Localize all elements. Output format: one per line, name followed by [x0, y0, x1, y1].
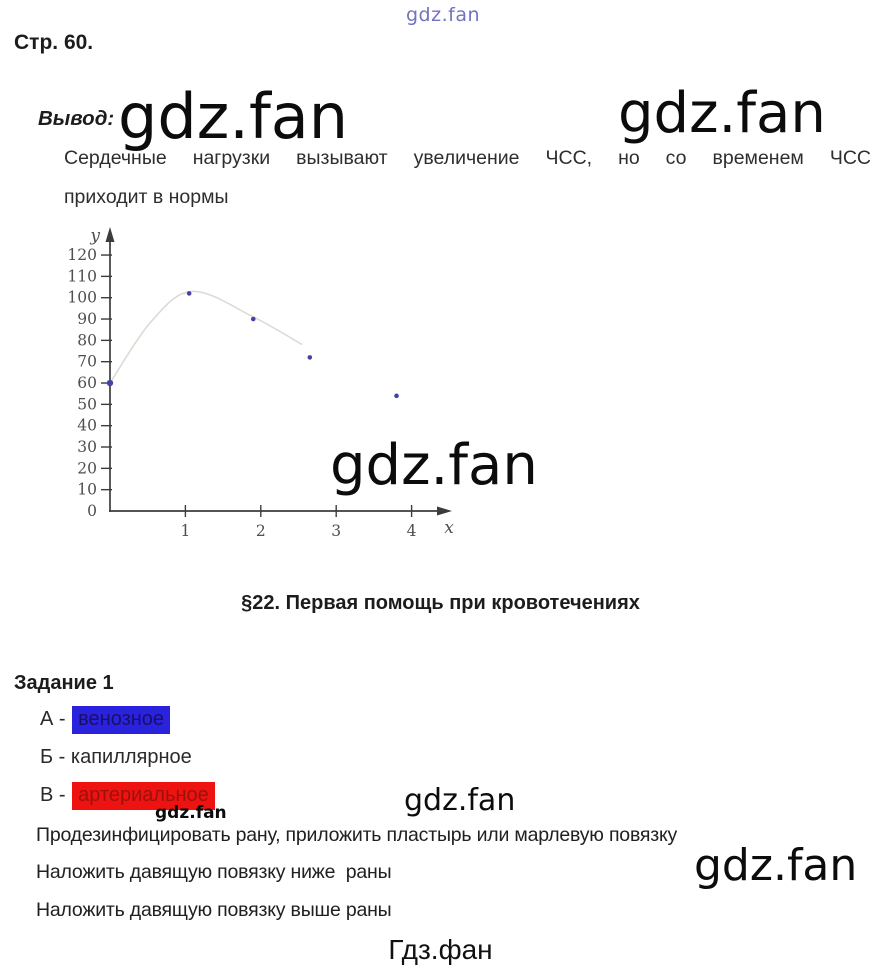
data-point — [394, 393, 399, 399]
y-tick-label: 100 — [67, 289, 97, 307]
answer-line-1: Продезинфицировать рану, приложить пласт… — [36, 824, 678, 846]
option-v: В - артериальное — [40, 782, 215, 810]
conclusion-line-1: Сердечные нагрузки вызывают увеличение Ч… — [64, 147, 871, 169]
data-point — [106, 379, 114, 387]
y-tick-label: 80 — [77, 331, 97, 349]
conclusion-label: Вывод: — [38, 107, 115, 130]
x-tick-label: 2 — [256, 522, 266, 540]
y-tick-label: 120 — [67, 246, 97, 264]
watermark-top-right: gdz.fan — [618, 81, 826, 146]
watermark-top: gdz.fan — [406, 4, 481, 26]
page-title: Стр. 60. — [14, 31, 94, 54]
y-tick-label: 20 — [77, 459, 97, 477]
y-tick-label: 70 — [77, 353, 97, 371]
conclusion-line-2: приходит в нормы — [64, 186, 229, 208]
option-a-prefix: А - — [40, 708, 72, 730]
answer-line-2: Наложить давящую повязку ниже раны — [36, 861, 392, 883]
y-axis-label: y — [89, 226, 100, 246]
option-b: Б - капиллярное — [40, 746, 192, 769]
heart-rate-chart: y x 0 10 20 30 40 50 60 70 80 90 100 110 120 1 2 3 4 — [67, 226, 454, 540]
y-tick-label: 30 — [77, 438, 97, 456]
y-axis-arrow — [105, 227, 115, 242]
y-tick-label: 0 — [87, 502, 97, 520]
x-axis-label: x — [444, 518, 454, 538]
task-title: Задание 1 — [14, 672, 114, 694]
y-tick-label: 60 — [77, 374, 97, 392]
option-v-answer: артериальное — [72, 782, 215, 810]
watermark-chart: gdz.fan — [330, 433, 538, 498]
data-point — [307, 355, 313, 360]
watermark-bottom-right: gdz.fan — [694, 840, 858, 891]
option-v-prefix: В - — [40, 784, 72, 806]
x-tick-label: 1 — [180, 522, 190, 540]
trend-curve — [109, 290, 303, 384]
section-heading: §22. Первая помощь при кровотечениях — [241, 592, 640, 614]
y-tick-label: 40 — [77, 417, 97, 435]
x-axis-arrow — [437, 506, 452, 516]
watermark-after-conclusion: gdz.fan — [118, 80, 349, 153]
x-tick-label: 3 — [331, 522, 341, 540]
x-tick-label: 4 — [407, 522, 417, 540]
option-a: А - венозное — [40, 706, 171, 734]
data-point — [186, 291, 192, 296]
watermark-mid-bottom: gdz.fan — [404, 783, 516, 818]
data-point — [250, 316, 256, 322]
y-tick-label: 90 — [77, 310, 97, 328]
option-a-answer: венозное — [72, 706, 171, 734]
option-b-prefix: Б - — [40, 746, 71, 768]
footer-brand: Гдз.фан — [388, 934, 493, 965]
y-tick-label: 110 — [67, 267, 97, 285]
watermark-small: gdz.fan — [155, 803, 227, 823]
y-tick-label: 10 — [77, 481, 97, 499]
option-b-answer: капиллярное — [70, 746, 192, 768]
y-tick-label: 50 — [77, 395, 97, 413]
conclusion-paragraph: Сердечные нагрузки вызывают увеличение Ч… — [64, 147, 871, 209]
answer-line-3: Наложить давящую повязку выше раны — [36, 899, 392, 921]
